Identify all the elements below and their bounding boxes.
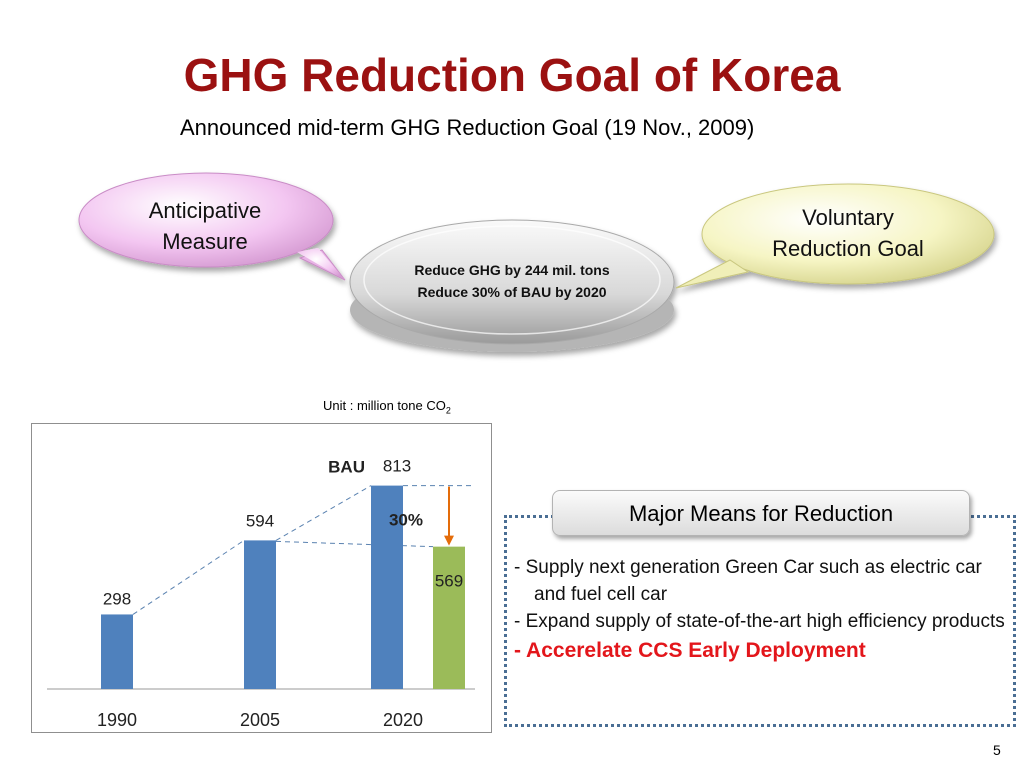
bar-bau-2005	[244, 540, 276, 689]
speech-bubble-group: Anticipative Measure Voluntary Reduction…	[0, 160, 1024, 380]
category-label-2020: 2020	[383, 710, 423, 730]
unit-text: Unit : million tone CO	[323, 398, 446, 413]
bars	[101, 485, 465, 689]
anticipative-measure-label: Anticipative Measure	[110, 195, 300, 257]
unit-label: Unit : million tone CO2	[323, 398, 451, 416]
data-label-1990: 298	[103, 589, 131, 608]
data-label-2020-target: 569	[435, 572, 463, 591]
trend-lines	[132, 485, 471, 615]
center-line1: Reduce GHG by 244 mil. tons	[414, 262, 610, 278]
page-number: 5	[993, 742, 1001, 758]
unit-subscript: 2	[445, 405, 451, 416]
center-goal-disc	[349, 219, 675, 352]
left-bubble-line2: Measure	[162, 229, 248, 254]
trend-2005-2020-bau	[275, 485, 372, 541]
right-bubble-line2: Reduction Goal	[772, 236, 924, 261]
bar-target-2020	[433, 546, 465, 689]
center-goal-label: Reduce GHG by 244 mil. tons Reduce 30% o…	[362, 259, 662, 303]
major-means-header: Major Means for Reduction	[552, 490, 970, 536]
major-means-list: - Supply next generation Green Car such …	[514, 554, 1010, 664]
left-bubble-line1: Anticipative	[148, 198, 262, 223]
means-item-green-car: - Supply next generation Green Car such …	[514, 557, 982, 605]
chart-frame	[31, 423, 492, 733]
labels: 1990 2005 2020 298 594 813 569 BAU 30%	[97, 457, 463, 730]
means-item-efficiency: - Expand supply of state-of-the-art high…	[514, 611, 1005, 632]
category-label-2005: 2005	[240, 710, 280, 730]
ghg-bar-chart: 1990 2005 2020 298 594 813 569 BAU 30%	[47, 457, 475, 730]
voluntary-goal-label: Voluntary Reduction Goal	[750, 202, 946, 264]
slide-title: GHG Reduction Goal of Korea	[183, 49, 841, 101]
bar-bau-2020	[371, 485, 403, 689]
data-label-2005: 594	[246, 511, 274, 530]
trend-2005-2020-target	[275, 540, 434, 548]
reduction-annotation: 30%	[389, 511, 423, 530]
data-label-2020-bau: 813	[383, 457, 411, 476]
category-label-1990: 1990	[97, 710, 137, 730]
bar-bau-1990	[101, 614, 133, 689]
center-line2: Reduce 30% of BAU by 2020	[417, 284, 607, 300]
reduction-arrow-head	[444, 535, 454, 546]
left-speech-bubble	[78, 172, 346, 281]
means-item-ccs: - Accerelate CCS Early Deployment	[514, 639, 866, 662]
bau-annotation: BAU	[328, 458, 365, 477]
right-bubble-line1: Voluntary	[802, 205, 894, 230]
right-speech-bubble	[675, 183, 995, 289]
trend-1990-2005	[132, 539, 245, 615]
slide-subtitle: Announced mid-term GHG Reduction Goal (1…	[180, 115, 755, 140]
